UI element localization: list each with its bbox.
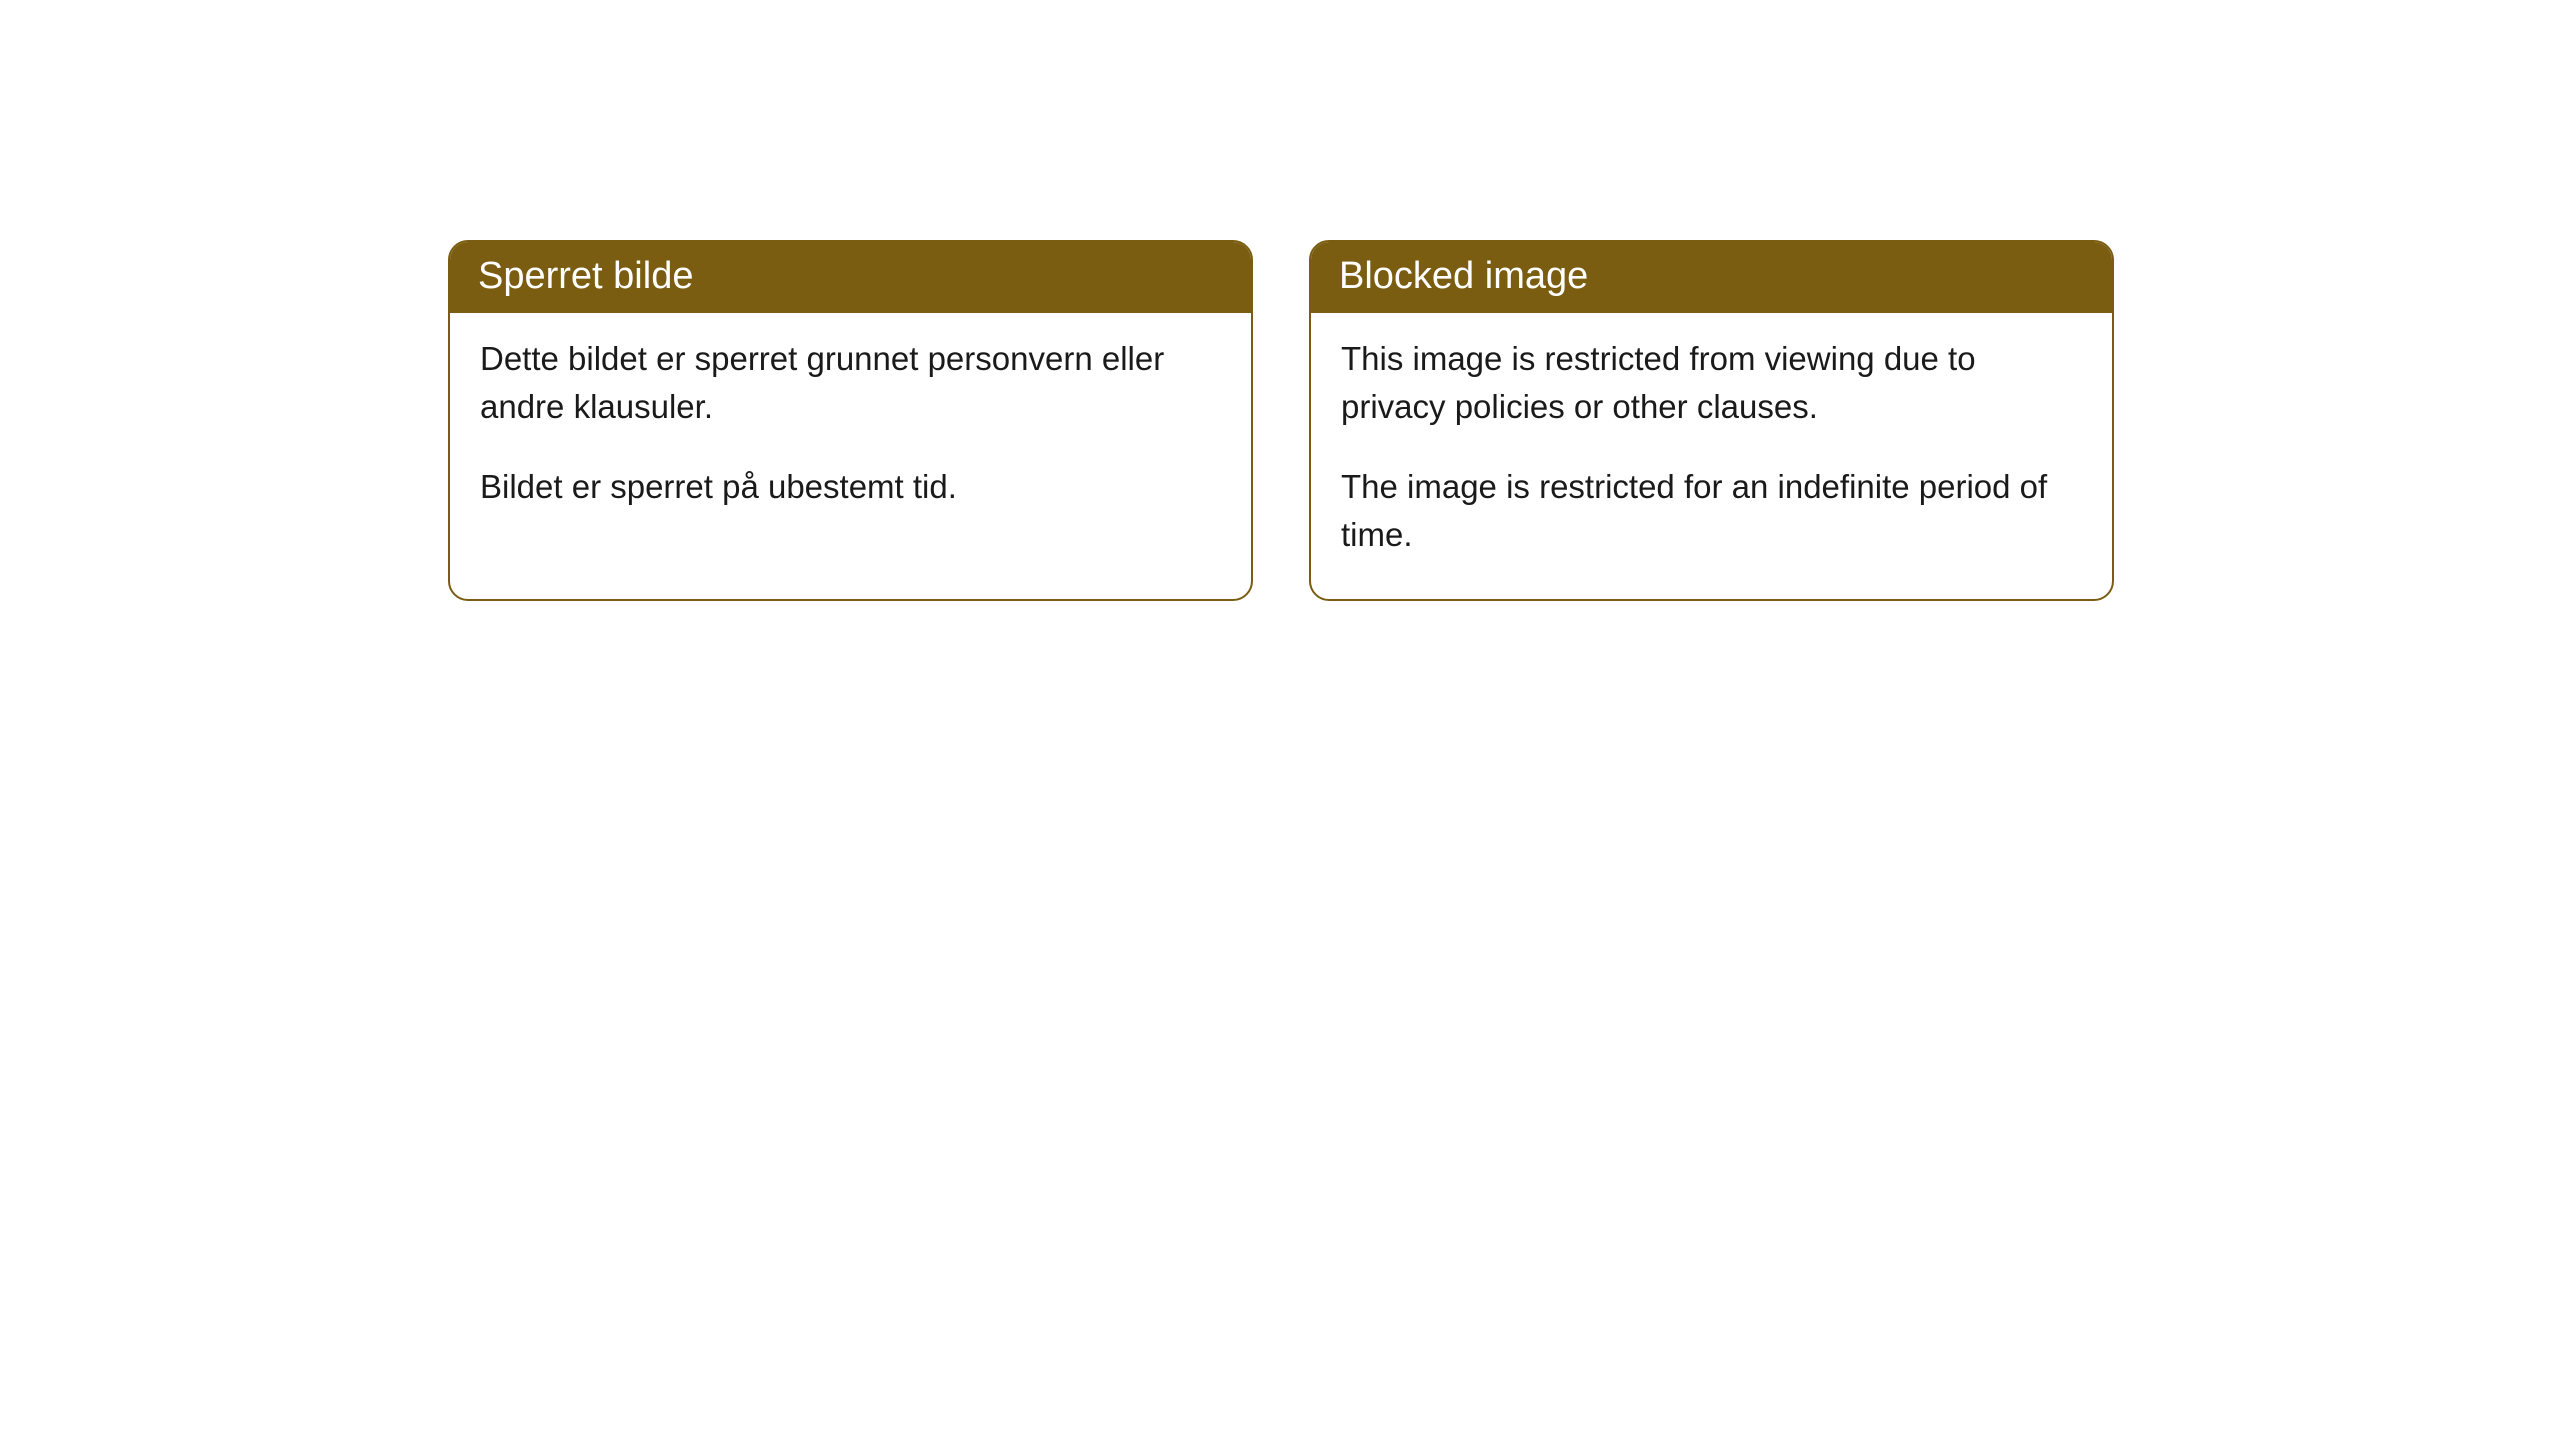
card-header: Sperret bilde <box>450 242 1251 313</box>
card-title: Blocked image <box>1339 255 1588 297</box>
card-body: This image is restricted from viewing du… <box>1311 313 2112 598</box>
card-header: Blocked image <box>1311 242 2112 313</box>
card-title: Sperret bilde <box>478 255 693 297</box>
card-paragraph: Bildet er sperret på ubestemt tid. <box>480 463 1221 511</box>
card-paragraph: The image is restricted for an indefinit… <box>1341 463 2082 559</box>
card-paragraph: Dette bildet er sperret grunnet personve… <box>480 335 1221 431</box>
notice-cards-container: Sperret bilde Dette bildet er sperret gr… <box>448 240 2114 601</box>
card-paragraph: This image is restricted from viewing du… <box>1341 335 2082 431</box>
blocked-image-card-norwegian: Sperret bilde Dette bildet er sperret gr… <box>448 240 1253 601</box>
blocked-image-card-english: Blocked image This image is restricted f… <box>1309 240 2114 601</box>
card-body: Dette bildet er sperret grunnet personve… <box>450 313 1251 551</box>
